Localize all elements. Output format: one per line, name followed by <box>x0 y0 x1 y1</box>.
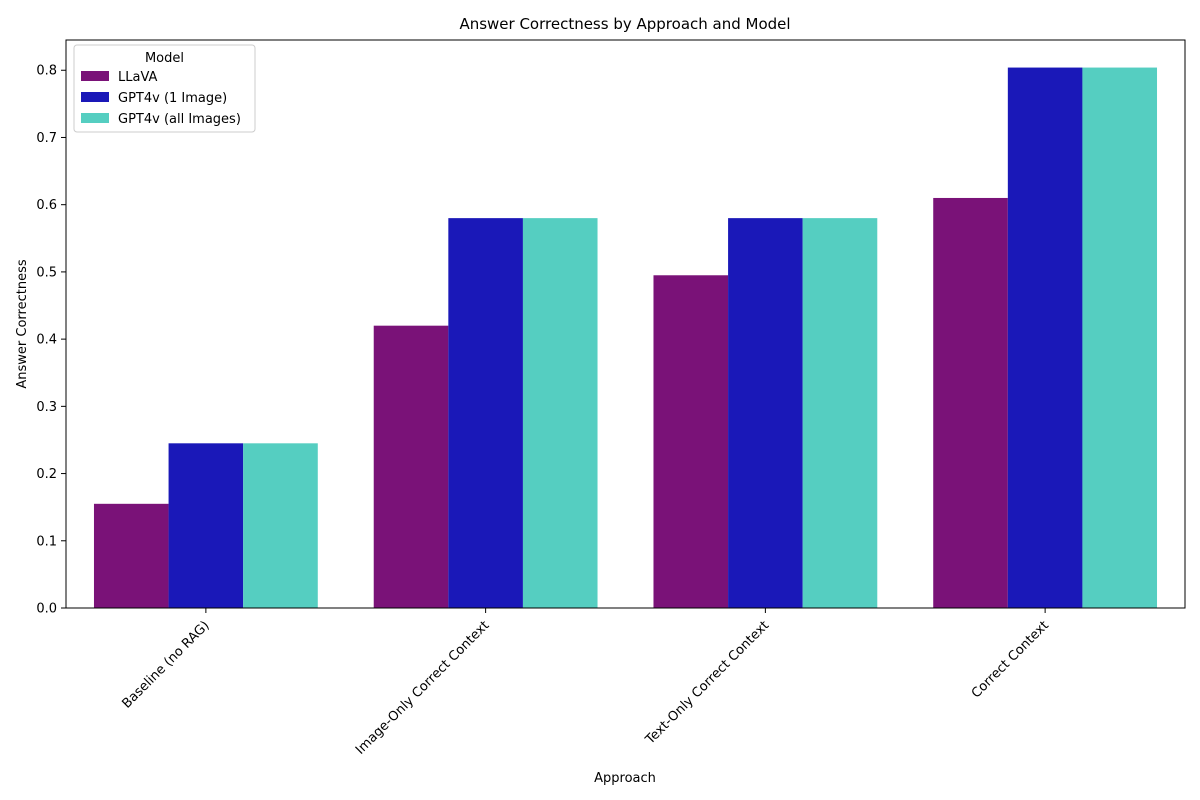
bar-gpt4v-1-image--2 <box>728 218 803 608</box>
bar-llava-2 <box>653 275 729 608</box>
legend-label: GPT4v (all Images) <box>118 112 241 127</box>
y-tick-label: 0.6 <box>36 198 57 213</box>
plot-area: 0.0 0.1 0.2 0.3 0.4 0.5 0.6 0.7 0.8 Baseline (no … <box>36 39 1186 758</box>
bar-gpt4v-1-image--3 <box>1007 67 1083 608</box>
legend-label: GPT4v (1 Image) <box>118 91 227 106</box>
legend: Model LLaVA GPT4v (1 Image) GPT4v (all Imag… <box>73 44 256 133</box>
legend-swatch <box>81 71 109 81</box>
y-tick-label: 0.5 <box>36 265 57 280</box>
x-tick-label: Image-Only Correct Context <box>353 618 492 757</box>
y-tick-label: 0.7 <box>36 131 57 146</box>
y-tick-label: 0.3 <box>36 400 57 415</box>
x-tick-label: Text-Only Correct Context <box>642 618 772 748</box>
bar-gpt4v-all-images--3 <box>1082 67 1158 608</box>
plot-frame <box>65 39 1186 609</box>
bar-llava-0 <box>93 503 169 608</box>
bar-gpt4v-1-image--0 <box>168 443 244 608</box>
legend-title: Model <box>145 51 184 66</box>
y-tick-label: 0.4 <box>36 333 57 348</box>
legend-label: LLaVA <box>118 70 158 85</box>
x-axis-title: Approach <box>594 771 656 786</box>
x-tick-label: Baseline (no RAG) <box>119 618 212 711</box>
y-axis-title: Answer Correctness <box>15 259 30 388</box>
x-tick-label: Correct Context <box>969 618 1052 701</box>
y-tick-label: 0.8 <box>36 64 57 79</box>
bar-gpt4v-all-images--2 <box>802 218 878 608</box>
y-tick-label: 0.0 <box>36 602 57 617</box>
bar-llava-3 <box>933 197 1008 608</box>
legend-box <box>73 44 256 133</box>
y-tick-label: 0.2 <box>36 467 57 482</box>
legend-swatch <box>81 113 109 123</box>
bar-gpt4v-1-image--1 <box>448 218 523 608</box>
legend-swatch <box>81 92 109 102</box>
y-tick-label: 0.1 <box>36 534 57 549</box>
bar-gpt4v-all-images--1 <box>522 218 598 608</box>
bar-gpt4v-all-images--0 <box>243 443 318 608</box>
bar-llava-1 <box>373 325 449 608</box>
chart-title: Answer Correctness by Approach and Model <box>459 15 790 33</box>
